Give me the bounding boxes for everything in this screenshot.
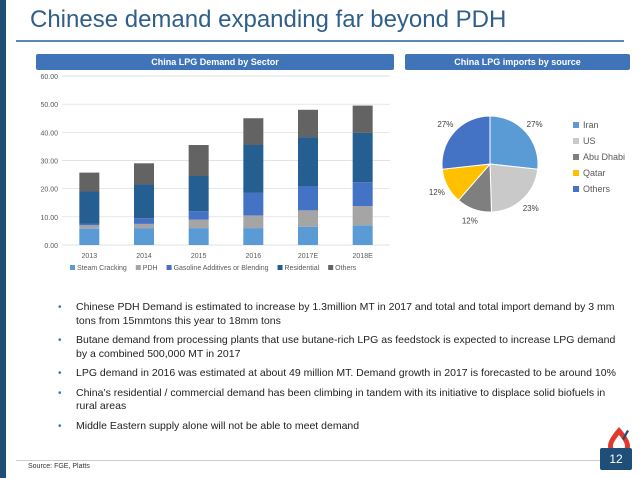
bullet-marker: •: [58, 302, 62, 313]
bullet-text: Middle Eastern supply alone will not be …: [76, 419, 360, 432]
legend-label: Abu Dhabi: [583, 152, 625, 162]
bar-segment: [298, 137, 318, 187]
bullet-item: • LPG demand in 2016 was estimated at abo…: [58, 367, 618, 381]
bar-segment: [188, 211, 209, 220]
bar-segment: [134, 218, 154, 224]
bar-segment: [243, 228, 264, 245]
bar-segment: [352, 132, 373, 183]
bullet-marker: •: [58, 368, 62, 379]
bar-chart-header: China LPG Demand by Sector: [36, 54, 394, 70]
legend-label: Steam Cracking: [77, 265, 127, 272]
bar-segment: [134, 228, 154, 245]
bar-segment: [298, 226, 318, 245]
legend-swatch: [70, 265, 75, 270]
legend-label: Others: [335, 265, 357, 272]
page-number: 12: [600, 448, 632, 470]
pie-slice: [441, 115, 491, 170]
bullet-text: China’s residential / commercial demand …: [76, 386, 606, 413]
bar-segment: [188, 219, 209, 229]
bar-segment: [298, 109, 318, 138]
bullet-marker: •: [58, 387, 62, 399]
bullet-text: LPG demand in 2016 was estimated at abou…: [76, 367, 616, 379]
source-note: Source: FGE, Platts: [28, 463, 90, 470]
legend-label: PDH: [143, 265, 158, 272]
bar-segment: [79, 225, 100, 229]
bar-segment: [352, 206, 373, 226]
bar-segment: [79, 223, 100, 226]
bullet-item: • Butane demand from processing plants th…: [58, 334, 618, 361]
bar-segment: [188, 228, 209, 245]
bar-segment: [243, 145, 264, 193]
bar-segment: [134, 163, 154, 185]
bar-segment: [79, 228, 100, 245]
x-tick-label: 2013: [82, 253, 98, 260]
y-tick-label: 30.00: [40, 159, 58, 166]
bullet-marker: •: [58, 335, 62, 346]
footer-divider: [16, 460, 600, 461]
x-tick-label: 2017E: [298, 253, 319, 260]
legend-swatch: [573, 154, 579, 160]
y-tick-label: 60.00: [40, 74, 58, 81]
y-tick-label: 20.00: [40, 187, 58, 194]
legend-label: Qatar: [583, 168, 606, 178]
legend-label: Residential: [285, 265, 320, 272]
title-divider: [16, 40, 624, 42]
bar-segment: [243, 192, 264, 216]
y-tick-label: 50.00: [40, 102, 58, 109]
legend-swatch: [135, 265, 141, 270]
x-tick-label: 2014: [136, 253, 152, 260]
pie-data-label: 27%: [437, 120, 453, 129]
bar-segment: [352, 182, 373, 207]
legend-label: US: [583, 136, 596, 146]
pie-data-label: 12%: [429, 188, 445, 197]
pie-data-label: 12%: [462, 217, 478, 226]
legend-label: Others: [583, 184, 611, 194]
bullet-item: • China’s residential / commercial demand…: [58, 387, 618, 414]
bullet-item: • Chinese PDH Demand is estimated to incr…: [58, 301, 618, 328]
legend-swatch: [166, 265, 172, 270]
legend-swatch: [573, 122, 579, 128]
y-tick-label: 10.00: [40, 215, 58, 222]
bar-segment: [298, 186, 318, 211]
bar-segment: [243, 215, 264, 229]
x-tick-label: 2018E: [353, 253, 374, 260]
y-tick-label: 0.00: [44, 243, 58, 250]
pie-chart-header: China LPG imports by source: [405, 54, 630, 70]
page-title: Chinese demand expanding far beyond PDH: [30, 6, 507, 33]
y-tick-label: 40.00: [40, 130, 58, 137]
pie-slice: [489, 163, 539, 213]
pie-slice: [489, 115, 539, 170]
bar-segment: [79, 191, 100, 224]
bullet-list: • Chinese PDH Demand is estimated to incr…: [58, 301, 618, 439]
pie-chart: 27% 23% 12% 12% 27% Iran US Abu Dhabi Qatar Other…: [429, 115, 625, 226]
left-accent-stripe: [0, 0, 6, 478]
legend-label: Iran: [583, 120, 599, 130]
bullet-text: Chinese PDH Demand is estimated to incre…: [76, 301, 615, 327]
pie-data-label: 27%: [527, 120, 543, 129]
bullet-marker: •: [58, 420, 62, 432]
legend-label: Gasoline Additives or Blending: [174, 265, 269, 272]
legend-swatch: [277, 265, 283, 270]
bullet-item: • Middle Eastern supply alone will not be…: [58, 420, 618, 434]
bar-segment: [79, 172, 100, 192]
bar-segment: [134, 184, 154, 219]
legend-swatch: [573, 138, 579, 144]
bar-segment: [134, 223, 154, 229]
x-tick-label: 2016: [246, 253, 262, 260]
legend-swatch: [328, 265, 334, 270]
legend-swatch: [573, 186, 579, 192]
legend-swatch: [573, 170, 579, 176]
bar-segment: [352, 105, 373, 133]
pie-data-label: 23%: [523, 204, 539, 213]
bar-segment: [298, 210, 318, 227]
bar-chart: 0.00 10.00 20.00 30.00 40.00 50.00 60.00 2013 20…: [40, 74, 390, 272]
bar-segment: [188, 145, 209, 176]
bar-segment: [188, 175, 209, 212]
bar-segment: [243, 118, 264, 146]
bar-segment: [352, 225, 373, 245]
x-tick-label: 2015: [191, 253, 207, 260]
bullet-text: Butane demand from processing plants tha…: [76, 334, 616, 360]
